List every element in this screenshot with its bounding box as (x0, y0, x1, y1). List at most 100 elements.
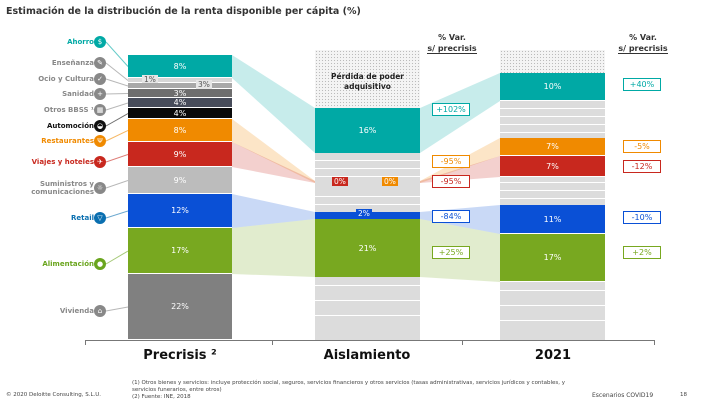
bar-precrisis-2 (128, 83, 232, 89)
bar-label: 0% (382, 177, 398, 186)
legend-leader (105, 180, 129, 189)
grid-icon: ▦ (94, 104, 106, 116)
plane-icon: ✈ (94, 156, 106, 168)
bar-precrisis-0: 8% (128, 55, 232, 78)
bar-label: 3% (196, 80, 212, 89)
var-badge-aislamiento: -95% (432, 155, 470, 168)
stripe (500, 320, 605, 321)
shopping-icon: ▽ (94, 212, 106, 224)
page-number: 18 (680, 392, 687, 398)
axis-tick (85, 340, 86, 345)
footnotes: (1) Otros bienes y servicios: incluye pr… (132, 380, 572, 401)
apple-icon: ● (94, 258, 106, 270)
flow-band (232, 194, 315, 228)
stripe (315, 160, 420, 161)
legend-label: Restaurantes (41, 137, 94, 145)
var-badge-2021: +40% (623, 78, 661, 91)
bar-precrisis-9: 12% (128, 194, 232, 228)
legend-leader (105, 154, 129, 163)
axis-tick (654, 340, 655, 345)
bar-precrisis-3: 3% (128, 89, 232, 98)
flow-band (232, 142, 315, 183)
stripe (500, 132, 605, 133)
var-badge-aislamiento: -84% (432, 210, 470, 223)
var-header-2021: % Var. s/ precrisis (603, 32, 683, 54)
var-header-line2: s/ precrisis (618, 44, 668, 54)
bar-2021-7: 7% (500, 156, 605, 177)
var-badge-2021: +2% (623, 246, 661, 259)
stripe (500, 124, 605, 125)
legend-label: Ahorro (67, 38, 94, 46)
legend-label: Enseñanza (51, 59, 94, 67)
health-icon: + (94, 88, 106, 100)
category-aislamiento: Aislamiento (323, 348, 411, 363)
education-icon: ✎ (94, 57, 106, 69)
footnote-2: (2) Fuente: INE, 2018 (132, 394, 191, 400)
category-2021: 2021 (534, 348, 572, 363)
bar-precrisis-11: 22% (128, 274, 232, 340)
stripe (500, 116, 605, 117)
legend-leader (105, 306, 129, 312)
legend-label: Vivienda (59, 307, 94, 315)
stripe (500, 290, 605, 291)
stripe (500, 182, 605, 183)
legend-leader (105, 102, 129, 111)
piggy-bank-icon: $ (94, 36, 106, 48)
utilities-icon: ☼ (94, 182, 106, 194)
bar-precrisis-8: 9% (128, 167, 232, 194)
bar-aislamiento-10: 21% (315, 219, 420, 277)
stripe (500, 198, 605, 199)
bar-precrisis-5: 4% (128, 108, 232, 119)
bar-precrisis-1 (128, 78, 232, 83)
bar-label: 1% (142, 75, 158, 84)
flow-band (232, 55, 315, 153)
legend-leader (105, 93, 129, 95)
stripe (315, 168, 420, 169)
flow-band (232, 119, 315, 183)
stripe (500, 190, 605, 191)
stripe (315, 204, 420, 205)
legend-leader (105, 62, 129, 81)
bar-2021-0: 10% (500, 73, 605, 101)
var-badge-2021: -5% (623, 140, 661, 153)
bar-2021-9: 11% (500, 205, 605, 234)
stripe (315, 285, 420, 286)
check-icon: ✓ (94, 73, 106, 85)
x-axis (85, 340, 655, 341)
bar-label: 0% (332, 177, 348, 186)
loss-area (315, 50, 420, 108)
var-header-aislamiento: % Var. s/ precrisis (412, 32, 492, 54)
bar-2021-10: 17% (500, 234, 605, 282)
bar-label: 2% (356, 209, 372, 218)
legend-label: Viajes y hoteles (31, 158, 94, 166)
legend-leader (105, 130, 129, 142)
axis-tick (462, 340, 463, 345)
legend-leader (105, 113, 129, 127)
stripe (500, 108, 605, 109)
legend-label: Retail (70, 214, 94, 222)
stripe (500, 305, 605, 306)
section-label: Escenarios COVID19 (592, 392, 654, 399)
legend-leader (105, 41, 129, 67)
var-badge-aislamiento: +25% (432, 246, 470, 259)
loss-label: Pérdida de poder adquisitivo (330, 72, 404, 91)
legend-label: Sanidad (62, 90, 94, 98)
legend-leader (105, 78, 129, 87)
var-badge-2021: -12% (623, 160, 661, 173)
bar-precrisis-6: 8% (128, 119, 232, 142)
restaurant-icon: Ψ (94, 135, 106, 147)
legend-leader (105, 250, 129, 265)
bar-precrisis-10: 17% (128, 228, 232, 274)
bar-precrisis-4: 4% (128, 98, 232, 108)
var-header-line1: % Var. (629, 33, 657, 42)
legend-label: Otros BBSS ¹ (43, 106, 94, 114)
stripe (315, 176, 420, 177)
var-header-line1: % Var. (438, 33, 466, 42)
bar-precrisis-7: 9% (128, 142, 232, 167)
house-icon: ⌂ (94, 305, 106, 317)
legend-label: Ocio y Cultura (38, 75, 94, 83)
var-header-line2: s/ precrisis (427, 44, 477, 54)
stripe (315, 315, 420, 316)
footnote-1: (1) Otros bienes y servicios: incluye pr… (132, 380, 565, 393)
